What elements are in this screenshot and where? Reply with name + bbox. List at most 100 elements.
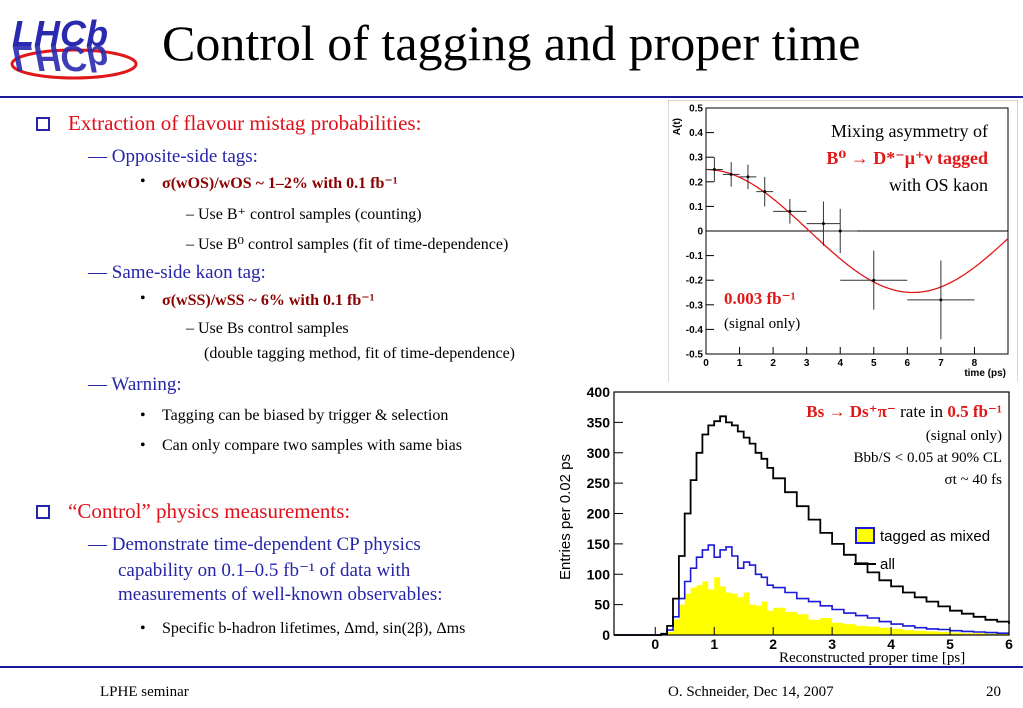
warning-item-trigger: Tagging can be biased by trigger & selec…	[162, 407, 449, 424]
x-tick-label: 6	[905, 358, 911, 369]
y-tick-label: -0.5	[686, 350, 704, 361]
y-tick-label: -0.2	[686, 276, 704, 287]
mixing-asymmetry-chart: 0 1 2 3 4 5 6 7 8 0.5 0.4 0.3 0.2 0.1 0 -0.1 -0.2 -0.3 -0.…	[668, 100, 1018, 383]
ss-item-method: (double tagging method, fit of time-depe…	[204, 345, 516, 362]
demo-line-1: — Demonstrate time-dependent CP physics	[88, 534, 421, 555]
bs-annotation: Bs → Ds⁺π⁻ rate in 0.5 fb⁻¹	[700, 402, 1002, 422]
histogram-tagged-mixed	[614, 577, 1009, 635]
x-tick-label: 8	[972, 358, 978, 369]
annotation-line-1: Mixing asymmetry of	[831, 121, 988, 141]
bullet-dot: •	[140, 407, 146, 424]
demo-line-2: capability on 0.1–0.5 fb⁻¹ of data with	[118, 560, 411, 581]
y-tick-label: -0.1	[686, 251, 704, 262]
data-point	[939, 298, 943, 302]
legend-label-mixed: tagged as mixed	[880, 528, 990, 545]
data-point	[821, 222, 825, 226]
y-tick-label: 400	[587, 384, 611, 400]
bullet-square	[36, 117, 50, 131]
y-tick-label: 300	[587, 445, 611, 461]
legend-label-all: all	[880, 556, 895, 573]
histogram-all	[614, 415, 1010, 636]
bullet-dot: •	[140, 620, 146, 637]
ss-item-bs: – Use Bs control samples	[186, 320, 349, 337]
x-tick-label: 4	[837, 358, 843, 369]
fit-curve	[706, 168, 1009, 294]
svg-text:LHCb: LHCb	[12, 13, 108, 54]
page-number: 20	[986, 684, 1001, 700]
luminosity-label: 0.003 fb⁻¹	[724, 289, 796, 308]
bullet-dot: •	[140, 173, 146, 190]
y-tick-label: 150	[587, 536, 611, 552]
specific-measurements: Specific b-hadron lifetimes, Δmd, sin(2β…	[162, 620, 466, 637]
x-tick-label: 1	[737, 358, 743, 369]
annotation-lumi: 0.5 fb⁻¹	[947, 402, 1002, 421]
header-divider	[0, 96, 1023, 98]
y-axis-label: A(t)	[672, 118, 683, 135]
footer-divider	[0, 666, 1023, 668]
bullet-same-side: — Same-side kaon tag:	[88, 262, 266, 283]
x-tick-label: 1	[710, 636, 718, 652]
os-mistag-precision: σ(wOS)/wOS ~ 1–2% with 0.1 fb⁻¹	[162, 175, 398, 192]
x-tick-label: 3	[804, 358, 810, 369]
x-tick-label: 2	[770, 358, 776, 369]
ss-mistag-precision: σ(wSS)/wSS ~ 6% with 0.1 fb⁻¹	[162, 292, 375, 309]
bullet-extraction: Extraction of flavour mistag probabiliti…	[68, 111, 422, 135]
y-tick-label: 0	[602, 627, 610, 643]
x-tick-label: 0	[703, 358, 709, 369]
annotation-signal-only: (signal only)	[925, 428, 1002, 444]
demo-line-3: measurements of well-known observables:	[118, 584, 443, 605]
x-tick-label: 5	[946, 636, 954, 652]
footer-author-date: O. Schneider, Dec 14, 2007	[668, 684, 834, 700]
x-tick-label: 3	[828, 636, 836, 652]
y-tick-label: 0.1	[689, 202, 703, 213]
x-tick-label: 7	[938, 358, 944, 369]
annotation-rate: rate in	[900, 402, 944, 421]
svg-text:LHCb: LHCb	[12, 38, 108, 79]
bullet-dot: •	[140, 437, 146, 454]
annotation-line-3: with OS kaon	[889, 175, 988, 195]
x-tick-label: 6	[1005, 636, 1013, 652]
y-tick-label: -0.4	[686, 325, 704, 336]
signal-only-note: (signal only)	[724, 316, 801, 332]
y-tick-label: -0.3	[686, 300, 704, 311]
y-tick-label: 100	[587, 566, 611, 582]
x-tick-label: 0	[651, 636, 659, 652]
annotation-resolution: σt ~ 40 fs	[944, 472, 1002, 488]
y-tick-label: 350	[587, 414, 611, 430]
mixing-annotation: Mixing asymmetry of B⁰ → D*⁻μ⁺ν tagged w…	[760, 118, 988, 199]
y-tick-label: 0.4	[689, 128, 703, 139]
y-tick-label: 200	[587, 506, 611, 522]
histogram-blue	[614, 544, 1009, 636]
bullet-dot: •	[140, 290, 146, 307]
data-point	[838, 229, 842, 233]
x-tick-label: 4	[887, 636, 895, 652]
bullet-control: “Control” physics measurements:	[68, 499, 351, 523]
bullet-square	[36, 505, 50, 519]
data-point	[712, 168, 716, 171]
x-tick-label: 5	[871, 358, 877, 369]
proper-time-histogram: 0 1 2 3 4 5 6 0 50 100 150 200 250 300 350 400 Entries …	[557, 382, 1021, 652]
annotation-decay: Bs → Ds⁺π⁻	[806, 402, 896, 421]
x-axis-label: time (ps)	[964, 368, 1006, 379]
y-tick-label: 50	[594, 597, 610, 613]
data-point	[872, 278, 876, 282]
page-title: Control of tagging and proper time	[162, 15, 861, 71]
data-point	[788, 209, 792, 213]
footer-seminar: LPHE seminar	[100, 684, 189, 700]
legend-swatch-mixed	[855, 527, 875, 544]
annotation-line-2: B⁰ → D*⁻μ⁺ν tagged	[826, 148, 988, 168]
data-point	[763, 190, 767, 194]
x-tick-label: 2	[769, 636, 777, 652]
lhcb-logo: LHCb LHCb	[4, 4, 144, 90]
y-tick-label: 0	[697, 227, 703, 238]
x-axis-label: Reconstructed proper time [ps]	[779, 650, 966, 666]
y-tick-label: 0.3	[689, 153, 703, 164]
y-tick-label: 0.2	[689, 177, 703, 188]
y-tick-label: 250	[587, 475, 611, 491]
os-item-fit: – Use B⁰ control samples (fit of time-de…	[186, 236, 509, 253]
data-point	[746, 175, 750, 179]
annotation-background: Bbb/S < 0.05 at 90% CL	[853, 450, 1002, 466]
os-item-counting: – Use B⁺ control samples (counting)	[186, 206, 422, 223]
warning-item-bias: Can only compare two samples with same b…	[162, 437, 462, 454]
bullet-warning: — Warning:	[88, 374, 182, 395]
